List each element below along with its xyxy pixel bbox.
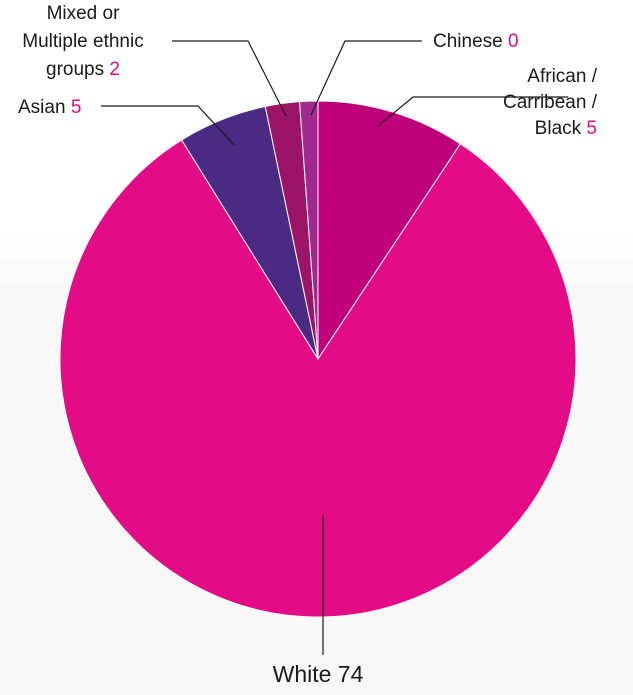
pie-slice-white <box>59 139 577 618</box>
slice-label-asian-line-1: Asian 5 <box>18 97 81 118</box>
slice-labels: African / Carribean / Black 5 White 74 Asian… <box>18 3 598 687</box>
leader-line-mixed <box>172 40 287 117</box>
slice-value-mixed: 2 <box>109 59 120 80</box>
slice-value-asian: 5 <box>71 97 82 118</box>
leader-line-chinese <box>310 40 422 116</box>
slice-label-mixed-line-3: groups 2 <box>46 59 120 80</box>
slice-value-white: 74 <box>338 661 364 687</box>
leader-lines <box>101 40 568 655</box>
slice-label-african-line-3: Black 5 <box>535 118 597 139</box>
pie-slices <box>59 100 577 618</box>
slice-value-chinese: 0 <box>508 31 519 52</box>
leader-line-african <box>377 96 568 127</box>
slice-label-mixed-line-1: Mixed or <box>47 3 121 24</box>
slice-label-white-line-1: White 74 <box>273 661 364 687</box>
slice-label-african-line-1: African / <box>527 66 597 87</box>
slice-label-chinese-line-1: Chinese 0 <box>433 31 519 52</box>
slice-label-mixed-line-2: Multiple ethnic <box>22 31 143 52</box>
leader-line-asian <box>101 105 235 146</box>
slice-value-african: 5 <box>586 118 597 139</box>
slice-label-african-line-2: Carribean / <box>503 92 598 113</box>
pie-slice-african <box>317 100 462 361</box>
